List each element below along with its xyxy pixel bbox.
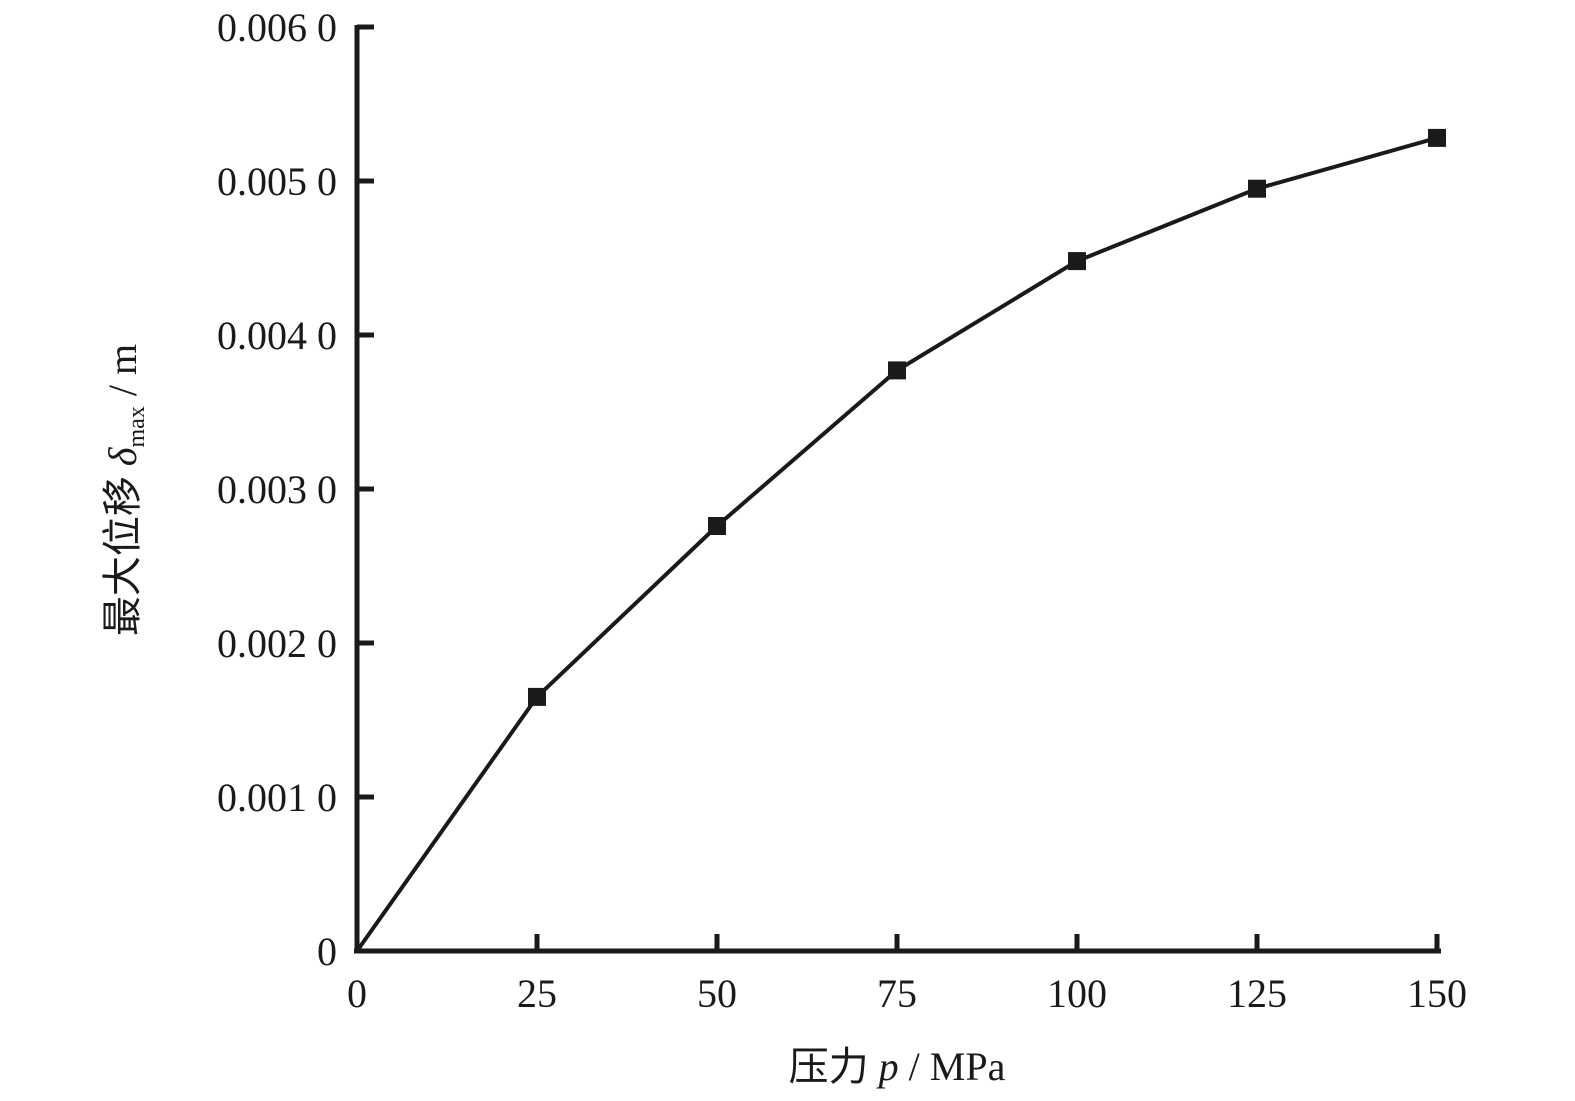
x-axis-title-prefix: 压力 (789, 1044, 879, 1089)
x-tick-label: 125 (1227, 971, 1287, 1016)
y-tick-label: 0.003 0 (217, 467, 337, 512)
series-group (355, 128, 1446, 953)
x-tick-label: 25 (517, 971, 557, 1016)
y-axis-title-prefix: 最大位移 (100, 466, 145, 636)
series-line (355, 135, 1438, 953)
y-axis-title-subscript: max (124, 406, 150, 447)
y-tick-label: 0.005 0 (217, 159, 337, 204)
y-axis-title-symbol: δ (100, 446, 145, 466)
y-tick-label: 0.002 0 (217, 621, 337, 666)
x-tick-label: 50 (697, 971, 737, 1016)
y-axis-title: 最大位移 δmax / m (100, 344, 150, 636)
data-point-marker (1248, 179, 1266, 198)
axes (354, 25, 1441, 954)
x-axis-title-suffix: / MPa (899, 1044, 1006, 1089)
y-tick-label: 0 (317, 929, 337, 974)
x-axis-title: 压力 p / MPa (789, 1044, 1006, 1089)
y-tick-label: 0.006 0 (217, 5, 337, 50)
y-axis-title-suffix: / m (100, 344, 145, 406)
x-tick-label: 0 (347, 971, 367, 1016)
x-ticks: 0 25 50 75 100 125 150 (347, 934, 1467, 1016)
y-tick-label: 0.004 0 (217, 313, 337, 358)
data-point-marker (888, 361, 906, 380)
x-tick-label: 100 (1047, 971, 1107, 1016)
data-point-marker (528, 687, 546, 706)
data-point-marker (1068, 252, 1086, 271)
y-tick-label: 0.001 0 (217, 775, 337, 820)
data-point-marker (1428, 128, 1446, 147)
data-point-marker (708, 517, 726, 535)
x-tick-label: 150 (1407, 971, 1467, 1016)
x-axis-title-symbol: p (876, 1044, 899, 1089)
y-ticks: 0 0.001 0 0.002 0 0.003 0 0.004 0 0.005 0 0.00… (217, 5, 374, 974)
x-tick-label: 75 (877, 971, 917, 1016)
